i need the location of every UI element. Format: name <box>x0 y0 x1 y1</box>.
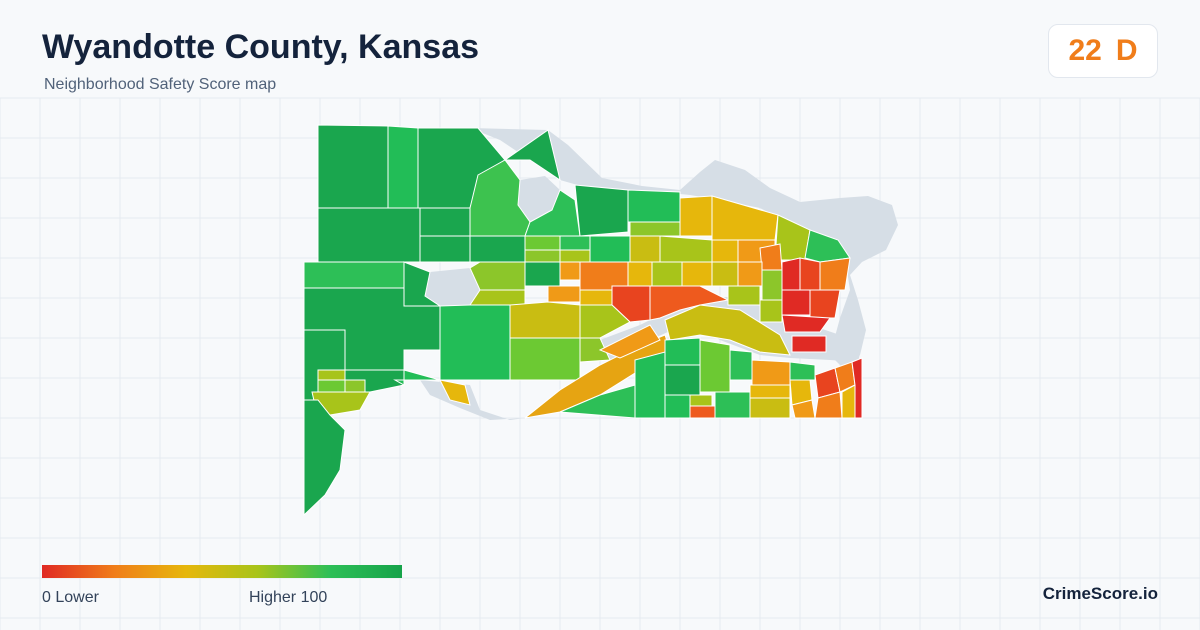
tract <box>579 289 613 306</box>
tract <box>789 361 816 381</box>
tract <box>664 337 701 366</box>
tract <box>317 379 346 393</box>
lake-north <box>518 176 560 222</box>
tract <box>317 369 346 381</box>
brand-logo-text: CrimeScore.io <box>1042 584 1158 603</box>
tract <box>629 221 681 237</box>
tract <box>679 195 713 237</box>
tract <box>547 285 581 303</box>
legend-min-label: 0 Lower <box>42 589 99 606</box>
tract <box>469 235 526 263</box>
tract <box>611 285 651 323</box>
tract <box>503 129 561 182</box>
tract <box>714 391 751 419</box>
tract <box>711 239 739 263</box>
tract <box>711 261 739 287</box>
tract <box>579 304 631 339</box>
tract <box>469 289 526 306</box>
tract <box>634 351 666 419</box>
tract <box>759 243 783 271</box>
tract <box>387 125 419 209</box>
page-title: Wyandotte County, Kansas <box>42 28 480 66</box>
tract <box>819 257 851 291</box>
tract <box>681 261 713 287</box>
tract <box>627 189 681 223</box>
river-southwest <box>420 380 525 420</box>
legend-max-label: Higher 100 <box>249 589 328 606</box>
tract <box>439 304 511 381</box>
tract <box>781 257 801 291</box>
tract <box>627 261 653 287</box>
score-grade: D <box>1115 34 1138 67</box>
tract <box>749 384 791 399</box>
score-badge: 22 D <box>1048 24 1158 78</box>
tract <box>419 235 471 263</box>
tract <box>559 249 591 263</box>
tract <box>559 235 591 251</box>
tract <box>781 314 831 333</box>
tract <box>664 304 791 356</box>
tract <box>439 379 471 406</box>
tract <box>317 124 389 209</box>
tract <box>761 269 783 301</box>
tract <box>751 359 791 386</box>
score-value: 22 <box>1068 34 1102 67</box>
legend-color-bar <box>42 565 402 578</box>
census-tracts[interactable] <box>303 124 863 517</box>
tract <box>737 261 763 287</box>
tract <box>664 394 691 419</box>
tract <box>781 289 811 316</box>
tract <box>649 285 730 321</box>
tract <box>759 299 783 323</box>
tract <box>303 261 405 289</box>
page-subtitle: Neighborhood Safety Score map <box>44 76 277 93</box>
tract <box>509 337 581 381</box>
tract <box>419 207 471 237</box>
tract <box>317 207 421 263</box>
tract <box>729 349 753 381</box>
tract <box>598 324 661 359</box>
tract <box>727 285 761 306</box>
tract <box>524 261 561 287</box>
tract <box>524 249 561 263</box>
tract <box>509 301 581 339</box>
tract <box>851 357 863 419</box>
tract <box>344 379 366 393</box>
tract <box>524 235 561 251</box>
tract <box>469 261 526 291</box>
tract <box>629 235 661 263</box>
tract <box>393 369 441 386</box>
tract <box>574 184 629 237</box>
tract <box>799 257 821 291</box>
tract <box>664 364 701 396</box>
tract <box>689 394 713 407</box>
tract <box>659 235 713 263</box>
tract <box>809 289 841 319</box>
tract <box>589 235 631 263</box>
tract <box>651 261 683 287</box>
tract <box>689 405 716 419</box>
tract <box>791 335 827 353</box>
tract <box>559 261 581 281</box>
tract <box>303 399 346 517</box>
lake-west <box>425 268 480 306</box>
tract <box>699 339 731 393</box>
tract <box>749 397 791 419</box>
